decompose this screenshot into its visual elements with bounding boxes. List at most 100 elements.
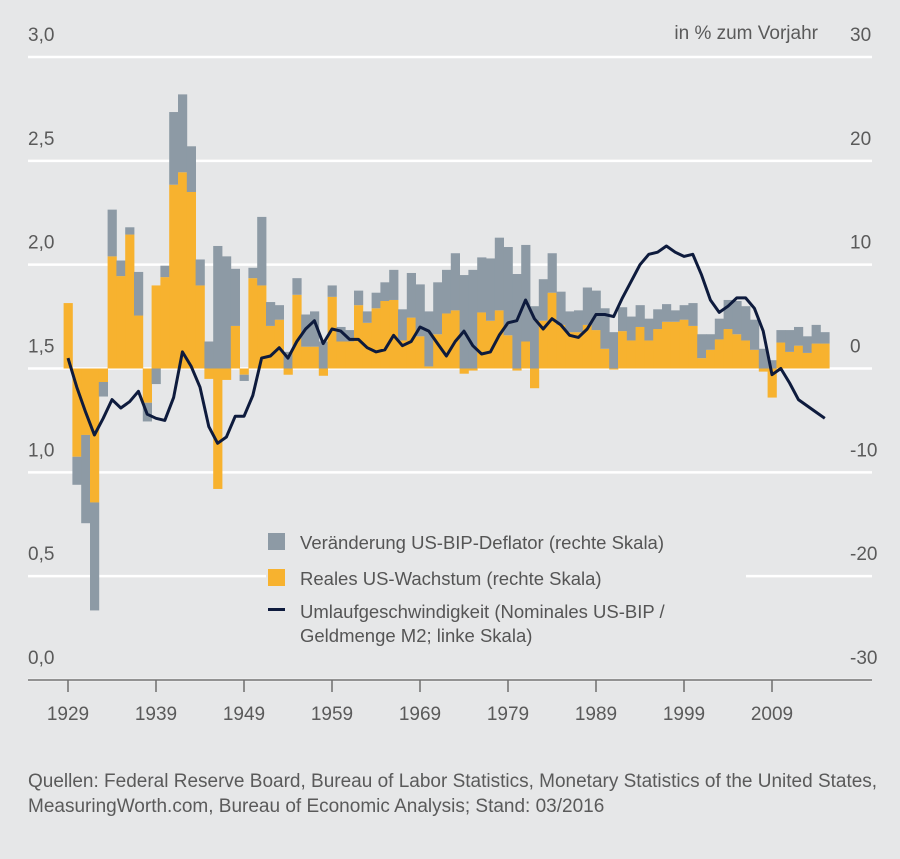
bar-deflator — [653, 309, 663, 330]
bar-growth — [371, 308, 381, 369]
bar-growth — [345, 341, 355, 369]
left-tick-label: 3,0 — [28, 25, 54, 46]
bar-deflator — [530, 306, 540, 369]
x-tick-label: 1939 — [135, 704, 177, 725]
bar-deflator — [125, 227, 135, 235]
bar-growth — [494, 310, 504, 369]
bar-deflator — [450, 253, 460, 311]
bar-growth — [213, 368, 223, 489]
bar-deflator — [644, 318, 654, 341]
bar-growth — [134, 315, 144, 369]
x-tick-label: 1969 — [399, 704, 441, 725]
bar-growth — [98, 368, 108, 382]
bar-growth — [169, 184, 179, 369]
bar-deflator — [354, 290, 364, 306]
bar-growth — [565, 332, 575, 369]
right-tick-label: -20 — [850, 544, 877, 565]
bar-growth — [670, 321, 680, 369]
bar-deflator — [230, 268, 240, 326]
bar-growth — [292, 294, 302, 369]
bar-growth — [538, 320, 548, 369]
bar-deflator — [213, 245, 223, 369]
bar-growth — [142, 368, 152, 403]
bar-deflator — [195, 259, 205, 286]
bar-growth — [186, 191, 196, 369]
bar-growth — [283, 368, 293, 375]
bar-deflator — [670, 310, 680, 322]
bar-deflator — [574, 310, 584, 333]
bar-growth — [266, 325, 276, 369]
bar-growth — [644, 340, 654, 369]
bar-deflator — [116, 260, 126, 277]
bar-deflator — [459, 275, 469, 369]
bar-deflator — [310, 311, 320, 347]
bar-growth — [459, 368, 469, 374]
bar-deflator — [503, 247, 513, 336]
bar-deflator — [477, 257, 487, 313]
bar-deflator — [90, 502, 100, 611]
bar-growth — [802, 352, 812, 369]
bar-deflator — [239, 374, 249, 381]
right-tick-label: 30 — [850, 25, 871, 46]
bar-growth — [248, 278, 258, 369]
bar-deflator — [618, 307, 628, 332]
x-tick-label: 1959 — [311, 704, 353, 725]
left-axis-ticks: 0,0 0,5 1,0 1,5 2,0 2,5 3,0 — [28, 25, 54, 669]
x-axis: 1929 1939 1949 1959 1969 1979 1989 1999 2009 — [28, 679, 872, 725]
bar-growth — [336, 341, 346, 369]
left-tick-label: 1,0 — [28, 440, 54, 461]
unit-label: in % zum Vorjahr — [674, 23, 818, 44]
bar-deflator — [609, 332, 619, 369]
bar-growth — [556, 324, 566, 369]
bar-deflator — [494, 237, 504, 311]
bar-deflator — [679, 305, 689, 320]
bar-growth — [530, 368, 540, 389]
x-tick-label: 1949 — [223, 704, 265, 725]
bar-deflator — [750, 319, 760, 350]
bar-growth — [380, 301, 390, 369]
bar-deflator — [292, 278, 302, 295]
bar-deflator — [178, 94, 188, 173]
bar-deflator — [547, 253, 557, 293]
bar-growth — [706, 349, 716, 369]
bar-deflator — [433, 282, 443, 335]
bar-growth — [758, 368, 768, 372]
legend-label-velocity: Umlaufgeschwindigkeit (Nominales US-BIP … — [300, 601, 670, 646]
legend: Veränderung US-BIP-Deflator (rechte Skal… — [266, 522, 746, 658]
bar-growth — [239, 368, 249, 375]
bar-growth — [433, 334, 443, 369]
bar-deflator — [204, 341, 214, 369]
bar-growth — [442, 313, 452, 369]
bar-growth — [785, 351, 795, 369]
bar-growth — [811, 343, 821, 369]
bar-deflator — [714, 318, 724, 340]
bar-deflator — [283, 351, 293, 369]
bar-deflator — [521, 244, 531, 342]
bar-growth — [820, 343, 830, 369]
x-tick-label: 1929 — [47, 704, 89, 725]
bar-deflator — [802, 336, 812, 353]
bar-deflator — [371, 292, 381, 309]
bar-growth — [723, 329, 733, 369]
left-tick-label: 1,5 — [28, 337, 54, 358]
bar-growth — [600, 348, 610, 369]
bar-growth — [81, 368, 91, 435]
bar-growth — [591, 330, 601, 369]
bar-growth — [222, 368, 232, 380]
bar-deflator — [776, 330, 786, 343]
x-tick-label: 1999 — [663, 704, 705, 725]
bar-growth — [398, 340, 408, 369]
bar-growth — [107, 256, 117, 369]
bar-growth — [732, 334, 742, 369]
bar-growth — [503, 335, 513, 369]
bar-growth — [618, 331, 628, 369]
bar-deflator — [327, 285, 337, 297]
bar-growth — [116, 276, 126, 369]
bar-deflator — [160, 265, 170, 278]
legend-swatch-deflator — [268, 533, 285, 550]
bar-deflator — [406, 272, 416, 318]
bar-deflator — [424, 311, 434, 367]
left-tick-label: 0,5 — [28, 544, 54, 565]
bar-growth — [125, 234, 135, 369]
